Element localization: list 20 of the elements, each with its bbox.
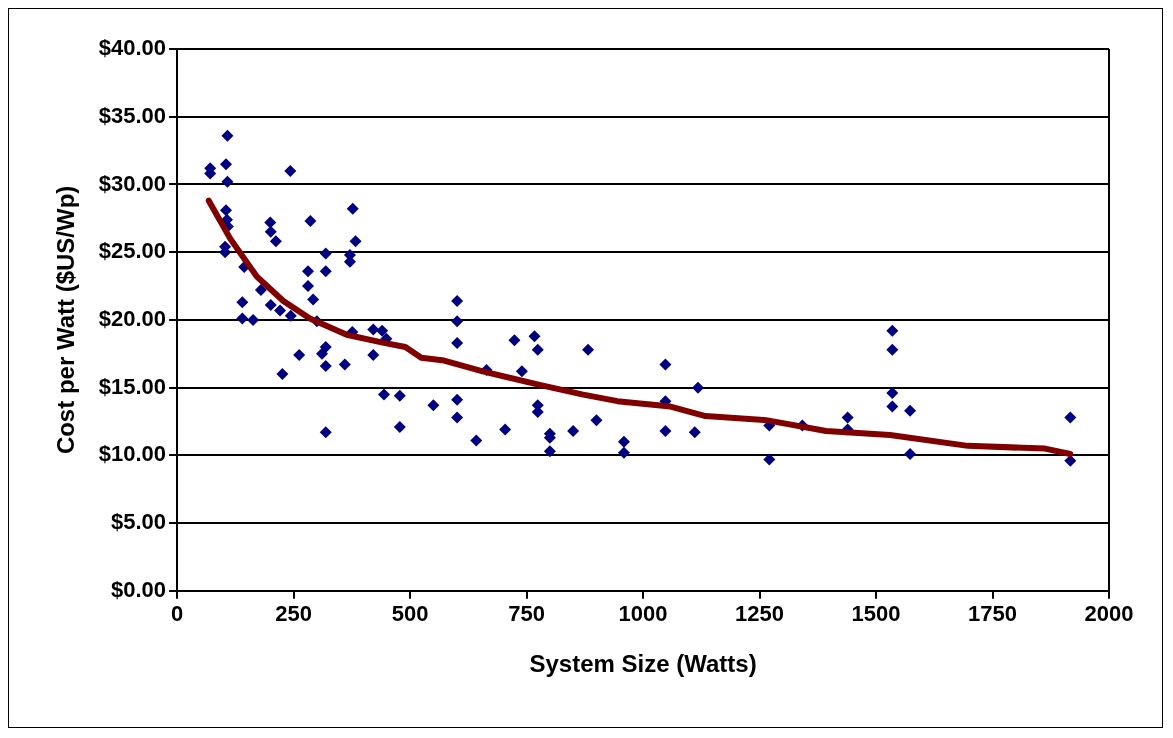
x-tick-label: 500 [391, 601, 429, 627]
x-tick-label: 0 [170, 601, 184, 627]
x-tick-label: 1500 [851, 601, 901, 627]
x-tick-label: 2000 [1084, 601, 1134, 627]
x-tick-label: 250 [275, 601, 312, 627]
y-tick-label: $0.00 [111, 576, 167, 602]
y-axis-title: Cost per Watt ($US/Wp) [52, 185, 80, 455]
x-tick-label: 1750 [968, 601, 1017, 627]
x-tick-label: 1000 [618, 601, 668, 627]
y-tick-label: $5.00 [111, 509, 167, 535]
y-tick-label: $20.00 [98, 305, 167, 331]
y-tick-label: $25.00 [98, 238, 167, 264]
y-tick-label: $30.00 [98, 170, 167, 196]
y-tick-label: $40.00 [98, 35, 167, 61]
y-tick-label: $10.00 [98, 441, 167, 467]
y-tick-label: $35.00 [98, 102, 167, 128]
x-axis-title: System Size (Watts) [529, 650, 757, 678]
x-tick-label: 1250 [735, 601, 785, 627]
x-tick-label: 750 [508, 601, 545, 627]
y-tick-label: $15.00 [98, 373, 167, 399]
